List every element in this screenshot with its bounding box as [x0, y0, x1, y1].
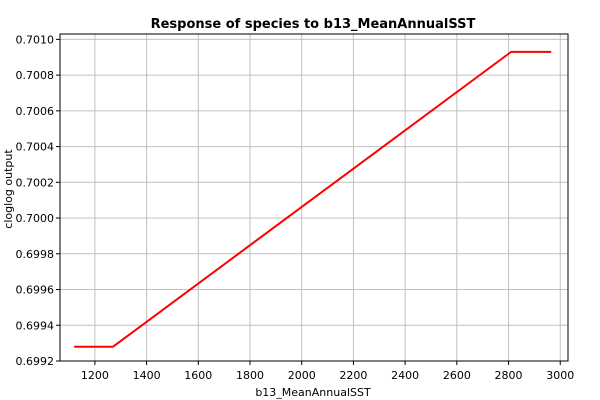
chart-title: Response of species to b13_MeanAnnualSST: [151, 17, 476, 32]
y-tick-label: 0.6994: [16, 319, 55, 332]
y-tick-label: 0.7006: [16, 105, 55, 118]
y-tick-label: 0.6992: [16, 355, 55, 368]
x-tick-label: 2600: [443, 369, 471, 382]
x-tick-label: 1800: [236, 369, 264, 382]
y-tick-label: 0.7000: [16, 212, 55, 225]
y-tick-label: 0.7010: [16, 33, 55, 46]
x-tick-label: 3000: [546, 369, 574, 382]
y-tick-label: 0.6998: [16, 248, 55, 261]
x-tick-label: 1600: [184, 369, 212, 382]
x-tick-label: 2000: [288, 369, 316, 382]
x-tick-label: 1400: [133, 369, 161, 382]
x-tick-label: 2800: [495, 369, 523, 382]
x-tick-label: 1200: [81, 369, 109, 382]
y-tick-label: 0.7008: [16, 69, 55, 82]
y-tick-label: 0.6996: [16, 284, 55, 297]
plot-frame: [59, 33, 569, 362]
x-tick-label: 2400: [391, 369, 419, 382]
series-line: [74, 50, 552, 348]
x-axis-label: b13_MeanAnnualSST: [255, 386, 371, 399]
y-axis-label: cloglog output: [2, 149, 15, 229]
y-tick-label: 0.7004: [16, 141, 55, 154]
y-tick-label: 0.7002: [16, 176, 55, 189]
axis-ticks: 1200 1400 1600 1800 2000 2200 2400 2600 2800 3000…: [16, 33, 575, 382]
x-tick-label: 2200: [339, 369, 367, 382]
series-layer: [74, 50, 552, 348]
